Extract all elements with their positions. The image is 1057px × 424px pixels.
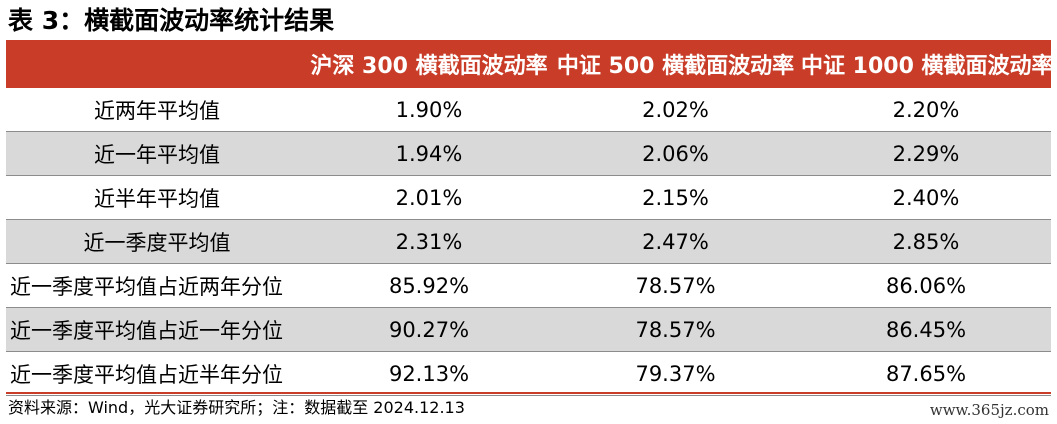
row-label: 近一年平均值 bbox=[6, 131, 308, 176]
cell-zz1000: 2.20% bbox=[801, 88, 1051, 132]
table-row: 近一年平均值 1.94% 2.06% 2.29% bbox=[6, 131, 1051, 176]
cell-zz500: 2.02% bbox=[550, 88, 801, 132]
cell-hs300: 1.90% bbox=[308, 88, 550, 132]
cell-hs300: 85.92% bbox=[308, 263, 550, 308]
table-row: 近半年平均值 2.01% 2.15% 2.40% bbox=[6, 175, 1051, 220]
table-row: 近两年平均值 1.90% 2.02% 2.20% bbox=[6, 88, 1051, 132]
cell-zz1000: 86.45% bbox=[801, 307, 1051, 352]
watermark: www.365jz.com bbox=[929, 401, 1049, 419]
table-row: 近一季度平均值占近半年分位 92.13% 79.37% 87.65% bbox=[6, 351, 1051, 396]
row-label: 近两年平均值 bbox=[6, 88, 308, 132]
cell-zz1000: 87.65% bbox=[801, 351, 1051, 396]
table-row: 近一季度平均值占近一年分位 90.27% 78.57% 86.45% bbox=[6, 307, 1051, 352]
source-note: 资料来源：Wind，光大证券研究所；注：数据截至 2024.12.13 bbox=[8, 398, 465, 417]
cell-hs300: 90.27% bbox=[308, 307, 550, 352]
volatility-stats-table: 沪深 300 横截面波动率 中证 500 横截面波动率 中证 1000 横截面波… bbox=[6, 40, 1051, 396]
table-title: 表 3：横截面波动率统计结果 bbox=[8, 6, 335, 35]
cell-zz1000: 2.29% bbox=[801, 131, 1051, 176]
table-row: 近一季度平均值 2.31% 2.47% 2.85% bbox=[6, 219, 1051, 264]
table-row: 近一季度平均值占近两年分位 85.92% 78.57% 86.06% bbox=[6, 263, 1051, 308]
cell-zz1000: 2.40% bbox=[801, 175, 1051, 220]
header-cell-blank bbox=[6, 40, 308, 88]
cell-zz500: 2.15% bbox=[550, 175, 801, 220]
cell-hs300: 2.01% bbox=[308, 175, 550, 220]
header-row: 沪深 300 横截面波动率 中证 500 横截面波动率 中证 1000 横截面波… bbox=[6, 40, 1051, 88]
cell-hs300: 2.31% bbox=[308, 219, 550, 264]
header-cell-zz500: 中证 500 横截面波动率 bbox=[550, 40, 801, 88]
cell-zz500: 78.57% bbox=[550, 307, 801, 352]
table-bottom-rule bbox=[6, 392, 1051, 394]
cell-hs300: 92.13% bbox=[308, 351, 550, 396]
row-label: 近一季度平均值占近两年分位 bbox=[6, 263, 308, 308]
cell-zz1000: 2.85% bbox=[801, 219, 1051, 264]
cell-hs300: 1.94% bbox=[308, 131, 550, 176]
cell-zz500: 78.57% bbox=[550, 263, 801, 308]
cell-zz500: 79.37% bbox=[550, 351, 801, 396]
row-label: 近半年平均值 bbox=[6, 175, 308, 220]
row-label: 近一季度平均值占近一年分位 bbox=[6, 307, 308, 352]
header-cell-zz1000: 中证 1000 横截面波动率 bbox=[801, 40, 1051, 88]
header-cell-hs300: 沪深 300 横截面波动率 bbox=[308, 40, 550, 88]
cell-zz500: 2.47% bbox=[550, 219, 801, 264]
row-label: 近一季度平均值占近半年分位 bbox=[6, 351, 308, 396]
row-label: 近一季度平均值 bbox=[6, 219, 308, 264]
cell-zz500: 2.06% bbox=[550, 131, 801, 176]
cell-zz1000: 86.06% bbox=[801, 263, 1051, 308]
